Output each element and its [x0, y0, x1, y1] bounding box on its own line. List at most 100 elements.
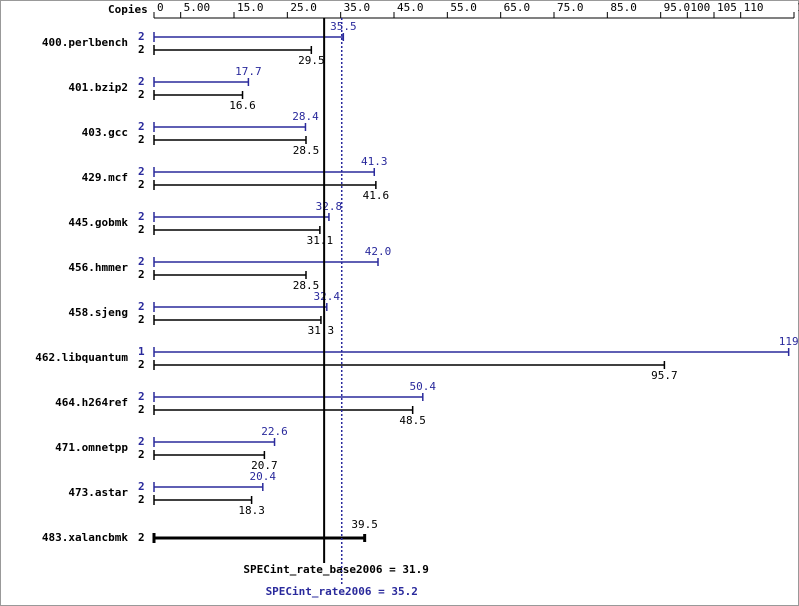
x-tick-label: 0: [157, 1, 164, 14]
copies: 2: [138, 133, 145, 146]
value-label: 41.3: [361, 155, 388, 168]
value-label: 119: [779, 335, 799, 348]
benchmark-name: 464.h264ref: [55, 396, 128, 409]
reference-label: SPECint_rate2006 = 35.2: [266, 585, 418, 598]
copies-header: Copies: [108, 3, 148, 16]
benchmark-name: 401.bzip2: [68, 81, 128, 94]
bar: [153, 167, 376, 177]
value-label: 29.5: [298, 54, 325, 67]
bar: [153, 225, 321, 235]
benchmark-name: 456.hmmer: [68, 261, 128, 274]
bar: [153, 437, 276, 447]
value-label: 17.7: [235, 65, 262, 78]
copies: 2: [138, 268, 145, 281]
bar: [153, 360, 666, 370]
benchmark-name: 462.libquantum: [35, 351, 128, 364]
x-tick-label: 75.0: [557, 1, 584, 14]
copies: 2: [138, 358, 145, 371]
x-tick-label: 45.0: [397, 1, 424, 14]
x-tick-label: 35.0: [344, 1, 371, 14]
value-label: 18.3: [238, 504, 265, 517]
copies: 2: [138, 313, 145, 326]
x-tick-label: 110: [744, 1, 764, 14]
copies: 2: [138, 531, 145, 544]
benchmark-name: 458.sjeng: [68, 306, 128, 319]
bar: [153, 315, 322, 325]
bar: [153, 450, 266, 460]
bar: [153, 90, 244, 100]
value-label: 42.0: [365, 245, 392, 258]
bar: [153, 77, 250, 87]
copies: 2: [138, 178, 145, 191]
benchmark-name: 403.gcc: [82, 126, 128, 139]
bar: [153, 180, 377, 190]
value-label: 20.7: [251, 459, 278, 472]
copies: 2: [138, 493, 145, 506]
benchmark-name: 473.astar: [68, 486, 128, 499]
value-label: 22.6: [261, 425, 288, 438]
value-label: 48.5: [399, 414, 426, 427]
copies: 2: [138, 210, 145, 223]
value-label: 32.8: [316, 200, 343, 213]
x-tick-label: 105: [717, 1, 737, 14]
bar: [153, 495, 253, 505]
x-tick-label: 65.0: [504, 1, 530, 14]
copies: 1: [138, 345, 145, 358]
bar: [153, 405, 414, 415]
reference-label: SPECint_rate_base2006 = 31.9: [243, 563, 428, 576]
value-label: 35.5: [330, 20, 357, 33]
copies: 2: [138, 300, 145, 313]
value-label: 41.6: [363, 189, 390, 202]
x-tick-label: 15.0: [237, 1, 264, 14]
value-label: 95.7: [651, 369, 678, 382]
bar: [153, 122, 307, 132]
bar: [153, 302, 328, 312]
benchmark-name: 429.mcf: [82, 171, 128, 184]
value-label: 31.3: [308, 324, 335, 337]
x-tick-label: 100: [690, 1, 710, 14]
copies: 2: [138, 390, 145, 403]
x-tick-label: 85.0: [610, 1, 637, 14]
bar: [153, 482, 264, 492]
value-label: 28.5: [293, 279, 320, 292]
benchmark-name: 445.gobmk: [68, 216, 128, 229]
benchmark-name: 483.xalancbmk: [42, 531, 128, 544]
copies: 2: [138, 165, 145, 178]
value-label: 39.5: [351, 518, 378, 531]
bar: [153, 257, 379, 267]
benchmark-name: 400.perlbench: [42, 36, 128, 49]
copies: 2: [138, 480, 145, 493]
copies: 2: [138, 30, 145, 43]
value-label: 50.4: [410, 380, 437, 393]
copies: 2: [138, 43, 145, 56]
x-tick-label: 95.0: [664, 1, 691, 14]
value-label: 31.1: [307, 234, 334, 247]
x-tick-label: 25.0: [290, 1, 317, 14]
benchmark-name: 471.omnetpp: [55, 441, 128, 454]
bar: [153, 45, 313, 55]
bar: [153, 270, 307, 280]
value-label: 28.5: [293, 144, 320, 157]
x-tick-label: 55.0: [450, 1, 477, 14]
copies: 2: [138, 403, 145, 416]
bar: [152, 533, 367, 543]
bar: [153, 32, 345, 42]
bar: [153, 347, 790, 357]
copies: 2: [138, 120, 145, 133]
copies: 2: [138, 255, 145, 268]
bar: [153, 135, 307, 145]
value-label: 16.6: [229, 99, 256, 112]
x-tick-label: 5.00: [184, 1, 211, 14]
copies: 2: [138, 448, 145, 461]
bar: [153, 392, 424, 402]
value-label: 32.4: [314, 290, 341, 303]
x-tick-label: 120: [797, 1, 799, 14]
copies: 2: [138, 223, 145, 236]
copies: 2: [138, 88, 145, 101]
value-label: 28.4: [292, 110, 319, 123]
copies: 2: [138, 75, 145, 88]
bar: [153, 212, 330, 222]
copies: 2: [138, 435, 145, 448]
